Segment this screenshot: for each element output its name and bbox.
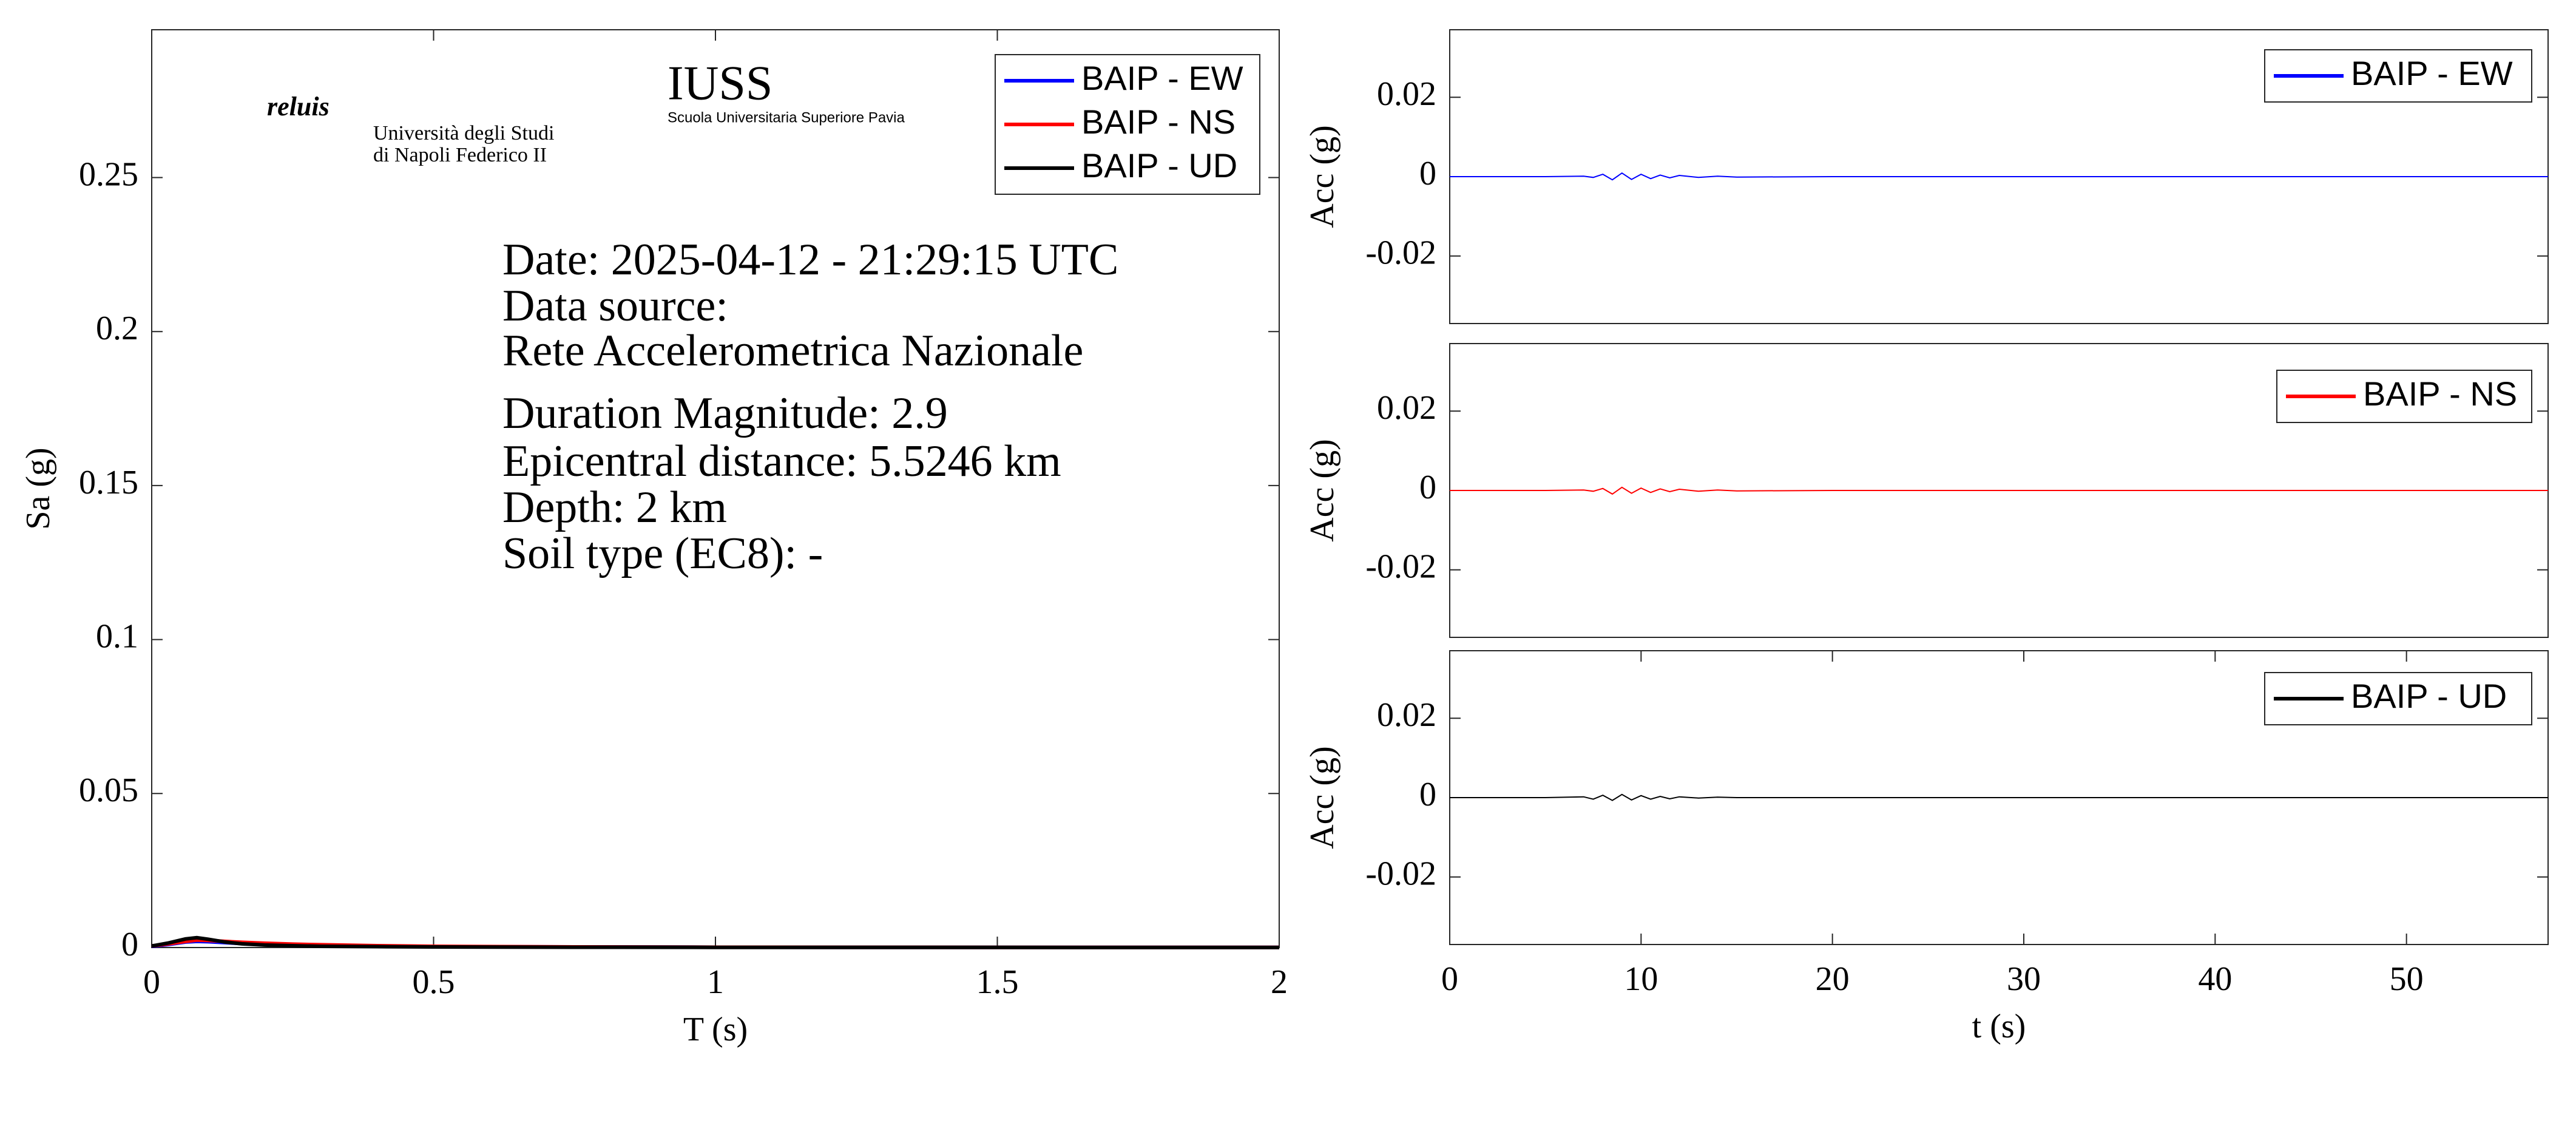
- x-tick-label: 30: [2007, 960, 2041, 998]
- annotation: Soil type (EC8): -: [502, 529, 823, 578]
- y-axis-label: Acc (g): [1303, 125, 1341, 228]
- y-tick-label: 0: [1419, 155, 1436, 192]
- x-tick-label: 1: [707, 963, 724, 1001]
- reluis-text: reluis: [267, 92, 330, 121]
- legend-label: BAIP - UD: [1081, 146, 1237, 185]
- x-tick-label: 1.5: [976, 963, 1019, 1001]
- y-tick-label: 0.02: [1377, 75, 1436, 113]
- x-tick-label: 50: [2390, 960, 2424, 998]
- y-tick-label: 0.2: [96, 310, 138, 347]
- annotation: Epicentral distance: 5.5246 km: [502, 436, 1061, 486]
- legend: BAIP - EW BAIP - NS BAIP - UD: [995, 54, 1260, 195]
- series-line: [1450, 172, 2548, 181]
- series-line: [151, 935, 1280, 949]
- annotation: Rete Accelerometrica Nazionale: [502, 326, 1083, 376]
- x-tick-label: 10: [1624, 960, 1658, 998]
- annotation: Depth: 2 km: [502, 483, 727, 532]
- iuss-text: IUSS: [668, 56, 772, 110]
- legend-label: BAIP - EW: [2351, 54, 2513, 92]
- series-line: [1450, 793, 2548, 801]
- unina-text: Università degli Studi: [373, 122, 554, 144]
- y-tick-label: 0: [1419, 469, 1436, 506]
- y-tick-label: 0.05: [79, 772, 138, 809]
- chart: -0.02 0 0.02 Acc (g) BAIP - EW: [1303, 29, 2549, 324]
- y-tick-label: 0.02: [1377, 696, 1436, 734]
- x-tick-label: 0.5: [413, 963, 455, 1001]
- y-tick-label: -0.02: [1365, 548, 1436, 586]
- legend: BAIP - NS: [2276, 370, 2532, 423]
- y-axis-label: Acc (g): [1303, 439, 1341, 541]
- annotation: Duration Magnitude: 2.9: [502, 388, 948, 438]
- legend-label: BAIP - UD: [2351, 677, 2507, 715]
- y-tick-label: -0.02: [1365, 234, 1436, 272]
- legend: BAIP - UD: [2264, 672, 2532, 725]
- unina-text: di Napoli Federico II: [373, 144, 547, 166]
- legend: BAIP - EW: [2264, 49, 2532, 103]
- legend-label: BAIP - NS: [1081, 103, 1236, 141]
- x-tick-label: 2: [1271, 963, 1288, 1001]
- x-tick-label: 0: [1441, 960, 1458, 998]
- x-tick-label: 20: [1816, 960, 1850, 998]
- x-tick-label: 40: [2198, 960, 2232, 998]
- y-tick-label: 0.25: [79, 155, 138, 193]
- annotation: Data source:: [502, 281, 728, 331]
- x-axis-label: T (s): [683, 1011, 748, 1048]
- chart: -0.02 0 0.02 Acc (g) BAIP - NS: [1303, 343, 2549, 638]
- annotation: Date: 2025-04-12 - 21:29:15 UTC: [502, 235, 1118, 285]
- y-tick-label: -0.02: [1365, 855, 1436, 893]
- y-tick-label: 0.15: [79, 464, 138, 501]
- y-tick-label: 0.1: [96, 617, 138, 655]
- y-tick-label: 0: [1419, 776, 1436, 813]
- chart: -0.02 0 0.02 0 10 20 30 40 50 t (s) Acc (g) BAIP - …: [1303, 650, 2549, 1045]
- y-axis-label: Acc (g): [1303, 746, 1341, 849]
- legend-label: BAIP - EW: [1081, 59, 1243, 97]
- x-axis-label: t (s): [1972, 1008, 2026, 1045]
- series-line: [1450, 486, 2548, 495]
- y-axis-label: Sa (g): [19, 447, 57, 529]
- x-tick-label: 0: [143, 963, 160, 1001]
- y-tick-label: 0.02: [1377, 389, 1436, 427]
- chart: 0 0.05 0.1 0.15 0.2 0.25 0 0.5 1 1.5 2 T (s) Sa (g) D…: [19, 29, 1288, 1048]
- y-tick-label: 0: [121, 926, 138, 963]
- legend-label: BAIP - NS: [2363, 375, 2517, 413]
- iuss-subtext: Scuola Universitaria Superiore Pavia: [668, 109, 905, 126]
